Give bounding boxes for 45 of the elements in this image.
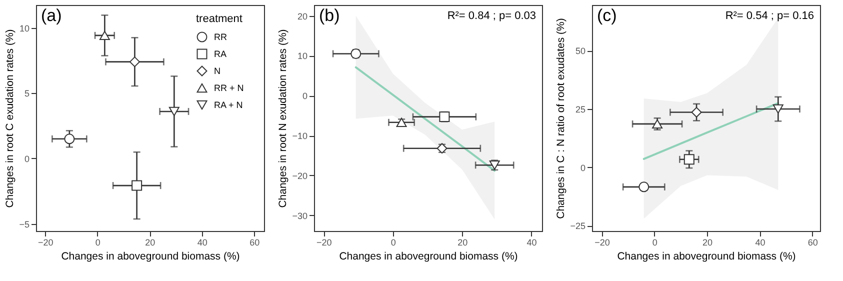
x-tick-label: −20	[594, 238, 610, 248]
legend-title: treatment	[196, 13, 242, 25]
y-tick-label: −10	[292, 131, 308, 142]
x-axis-title: Changes in aboveground biomass (%)	[61, 250, 240, 262]
x-tick-label: 40	[526, 238, 537, 248]
legend-label: RR	[214, 32, 228, 42]
annotation: (b)	[319, 6, 340, 25]
y-tick-label: 25	[575, 104, 586, 115]
legend-label: RA	[214, 49, 227, 59]
annotation: (c)	[597, 6, 617, 25]
y-tick-label: 50	[575, 46, 586, 56]
x-tick-label: 20	[702, 238, 713, 248]
y-tick-label: −30	[292, 210, 308, 221]
y-tick-label: 20	[297, 11, 308, 22]
y-axis-title: Changes in C : N ratio of root exudates (%)	[555, 18, 568, 219]
y-axis-title: Changes in root C exudation rates (%)	[4, 29, 16, 208]
legend-label: RA + N	[214, 100, 243, 110]
x-tick-label: 60	[808, 238, 818, 248]
y-axis-title: Changes in root N exudation rates (%)	[277, 29, 290, 208]
x-tick-label: 40	[755, 238, 766, 248]
y-tick-label: 5	[24, 88, 30, 99]
x-tick-label: −20	[316, 238, 332, 248]
x-axis-title: Changes in aboveground biomass (%)	[339, 250, 518, 262]
x-tick-label: 0	[95, 238, 100, 248]
y-tick-label: 10	[297, 51, 308, 62]
y-tick-label: 0	[302, 91, 308, 102]
y-tick-label: 0	[580, 162, 586, 173]
x-tick-label: 40	[197, 238, 208, 248]
x-tick-label: 60	[250, 238, 260, 248]
legend-label: N	[214, 66, 220, 76]
y-tick-label: −20	[292, 171, 308, 181]
x-tick-label: 0	[652, 238, 658, 248]
x-tick-label: −20	[38, 238, 54, 248]
annotation: R²= 0.54 ; p= 0.16	[725, 10, 814, 22]
y-tick-label: 10	[19, 23, 30, 34]
x-axis-title: Changes in aboveground biomass (%)	[617, 250, 796, 262]
y-tick-label: −5	[19, 219, 30, 230]
annotation: R²= 0.84 ; p= 0.03	[447, 10, 536, 22]
x-tick-label: 20	[458, 238, 468, 248]
x-tick-label: 20	[145, 238, 156, 248]
y-tick-label: −25	[570, 221, 586, 232]
y-tick-label: 0	[24, 154, 30, 164]
legend-label: RR + N	[214, 83, 244, 93]
annotation: (a)	[41, 6, 62, 25]
x-tick-label: 0	[390, 238, 396, 248]
